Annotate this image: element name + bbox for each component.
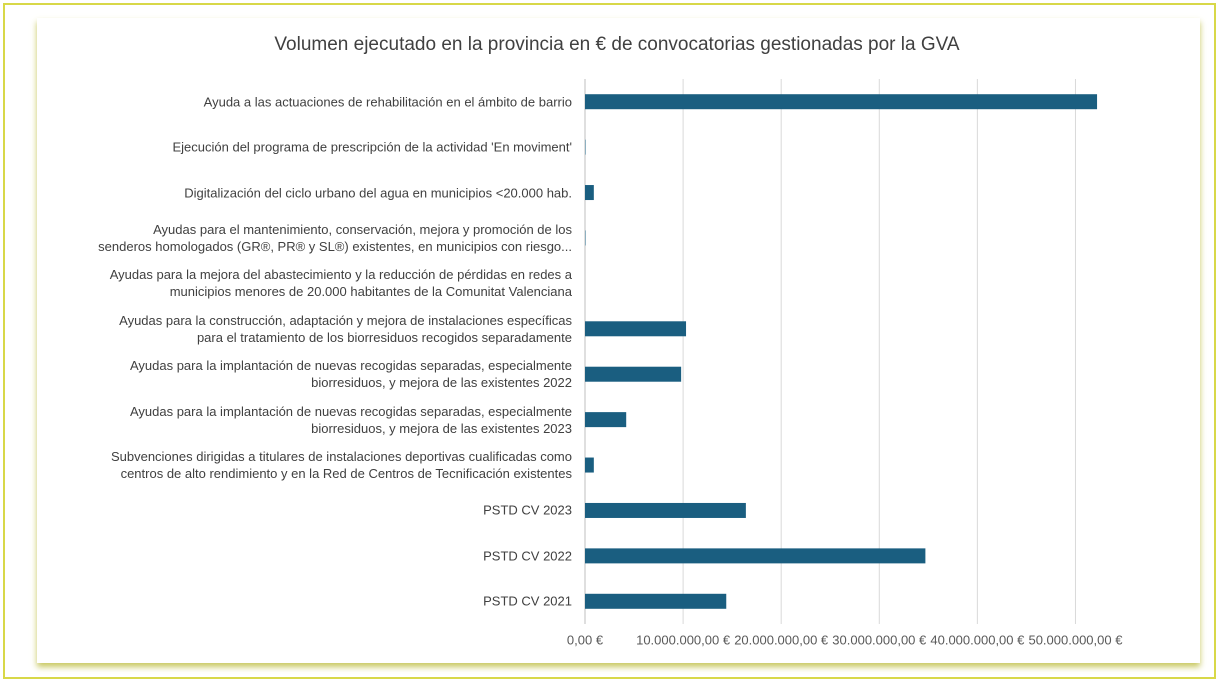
frame — [3, 3, 1216, 679]
x-tick-label: 30.000.000,00 € — [832, 632, 927, 647]
y-tick-label: Ayudas para la implantación de nuevas re… — [129, 358, 572, 391]
x-tick-label: 10.000.000,00 € — [636, 632, 731, 647]
x-tick-label: 20.000.000,00 € — [734, 632, 829, 647]
y-tick-label: Ejecución del programa de prescripción d… — [172, 139, 572, 155]
x-tick-label: 50.000.000,00 € — [1028, 632, 1123, 647]
bar — [585, 548, 926, 564]
chart-title: Volumen ejecutado en la provincia en € d… — [274, 34, 959, 55]
y-tick-label: Ayudas para la mejora del abastecimiento… — [109, 267, 572, 300]
y-tick-label: Subvenciones dirigidas a titulares de in… — [110, 449, 572, 482]
bar — [585, 366, 682, 382]
y-tick-label: Ayuda a las actuaciones de rehabilitació… — [203, 94, 572, 110]
y-tick-label: Digitalización del ciclo urbano del agua… — [184, 185, 572, 201]
bar — [585, 94, 1098, 110]
y-tick-label: PSTD CV 2021 — [483, 593, 572, 609]
y-tick-label: PSTD CV 2023 — [483, 502, 572, 518]
bar — [585, 502, 746, 518]
y-tick-label: Ayudas para la construcción, adaptación … — [119, 312, 572, 345]
bar — [585, 457, 594, 473]
y-tick-label: Ayudas para el mantenimiento, conservaci… — [98, 221, 572, 254]
x-tick-label: 40.000.000,00 € — [930, 632, 1025, 647]
y-tick-label: PSTD CV 2022 — [483, 548, 572, 564]
x-tick-label: 0,00 € — [567, 632, 604, 647]
bar — [585, 321, 687, 337]
bar — [585, 185, 594, 201]
bar — [585, 593, 727, 609]
bar — [585, 412, 627, 428]
y-tick-label: Ayudas para la implantación de nuevas re… — [129, 403, 572, 436]
